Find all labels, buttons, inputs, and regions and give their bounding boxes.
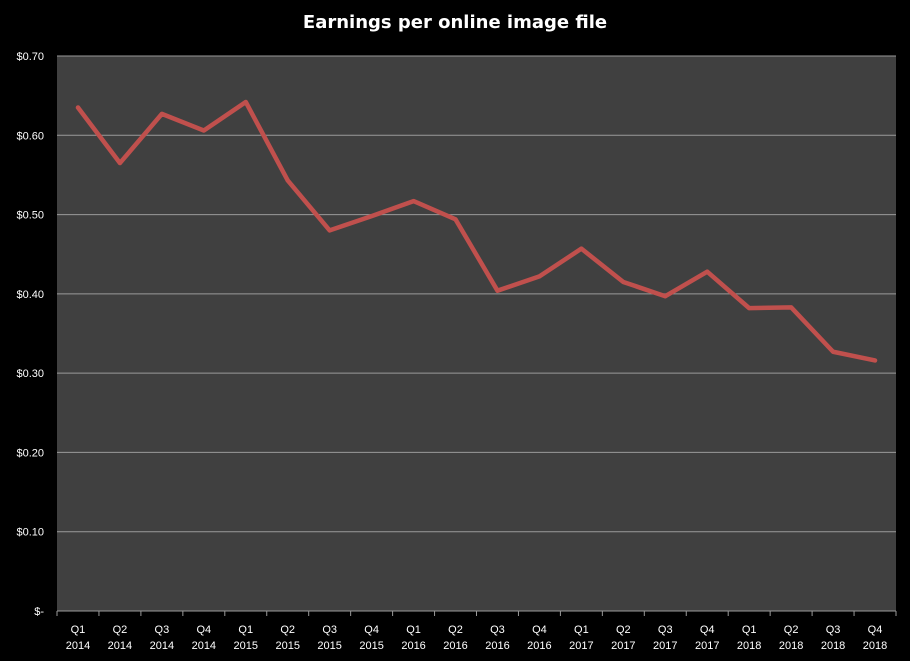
x-tick-year: 2017: [569, 640, 593, 652]
x-tick-label: Q4 2017: [695, 624, 719, 652]
x-tick-label: Q4 2014: [192, 624, 216, 652]
x-tick-quarter: Q2: [448, 624, 463, 636]
x-tick-year: 2014: [66, 640, 90, 652]
data-point: [537, 274, 542, 279]
x-tick-year: 2017: [653, 640, 677, 652]
x-tick-year: 2017: [695, 640, 719, 652]
gridlines: [57, 55, 896, 612]
x-tick-label: Q1 2017: [569, 624, 593, 652]
x-tick-label: Q3 2017: [653, 624, 677, 652]
y-tick-label: $0.40: [16, 289, 44, 301]
data-point: [117, 161, 122, 166]
x-tick-label: Q2 2018: [779, 624, 803, 652]
y-axis-tick-labels: $- $0.10 $0.20 $0.30 $0.40 $0.50 $0.60 $0.70: [16, 51, 44, 618]
x-tick-label: Q4 2018: [863, 624, 887, 652]
y-tick-label: $0.30: [16, 368, 44, 380]
data-point: [453, 217, 458, 222]
data-point: [705, 269, 710, 274]
x-tick-year: 2014: [150, 640, 174, 652]
chart-title: Earnings per online image file: [302, 12, 608, 33]
data-point: [789, 305, 794, 310]
x-tick-quarter: Q2: [616, 624, 631, 636]
x-tick-label: Q2 2015: [275, 624, 299, 652]
x-tick-year: 2018: [737, 640, 761, 652]
x-tick-label: Q1 2015: [234, 624, 258, 652]
data-point: [495, 288, 500, 293]
x-tick-year: 2015: [317, 640, 341, 652]
x-tick-quarter: Q3: [658, 624, 673, 636]
x-tick-label: Q4 2015: [359, 624, 383, 652]
x-tick-year: 2016: [401, 640, 425, 652]
x-tick-label: Q3 2018: [821, 624, 845, 652]
data-point: [621, 279, 626, 284]
x-tick-year: 2018: [821, 640, 845, 652]
x-tick-quarter: Q4: [364, 624, 379, 636]
x-tick-year: 2016: [443, 640, 467, 652]
plot-area: [57, 56, 896, 611]
data-point: [873, 358, 878, 363]
data-point: [327, 228, 332, 233]
x-tick-label: Q2 2017: [611, 624, 635, 652]
y-tick-label: $0.60: [16, 130, 44, 142]
data-point: [663, 294, 668, 299]
x-tick-quarter: Q4: [532, 624, 547, 636]
x-tick-quarter: Q4: [868, 624, 883, 636]
x-tick-year: 2015: [275, 640, 299, 652]
y-tick-label: $0.50: [16, 210, 44, 222]
x-tick-quarter: Q3: [826, 624, 841, 636]
data-point: [285, 178, 290, 183]
data-point: [831, 349, 836, 354]
x-tick-quarter: Q2: [280, 624, 295, 636]
x-tick-year: 2014: [192, 640, 216, 652]
x-tick-label: Q1 2016: [401, 624, 425, 652]
x-tick-quarter: Q4: [700, 624, 715, 636]
x-tick-quarter: Q4: [196, 624, 211, 636]
data-point: [369, 214, 374, 219]
y-tick-label: $-: [34, 606, 44, 618]
x-tick-quarter: Q2: [784, 624, 799, 636]
x-tick-label: Q3 2016: [485, 624, 509, 652]
x-tick-label: Q1 2014: [66, 624, 90, 652]
x-axis-tick-labels: Q1 2014 Q2 2014 Q3 2014 Q4 2014 Q1 2015 Q2 2015 Q3 20…: [56, 611, 897, 652]
data-point: [75, 105, 80, 110]
x-tick-quarter: Q3: [490, 624, 505, 636]
x-tick-year: 2016: [485, 640, 509, 652]
data-point: [579, 246, 584, 251]
series-line: [75, 99, 878, 363]
x-tick-year: 2016: [527, 640, 551, 652]
y-tick-label: $0.10: [16, 527, 44, 539]
x-tick-quarter: Q3: [322, 624, 337, 636]
x-tick-year: 2015: [234, 640, 258, 652]
y-tick-label: $0.20: [16, 447, 44, 459]
data-point: [159, 111, 164, 116]
x-tick-year: 2018: [779, 640, 803, 652]
x-tick-quarter: Q1: [406, 624, 421, 636]
x-tick-year: 2017: [611, 640, 635, 652]
x-tick-label: Q3 2014: [150, 624, 174, 652]
x-tick-quarter: Q2: [113, 624, 128, 636]
x-tick-year: 2018: [863, 640, 887, 652]
x-tick-year: 2015: [359, 640, 383, 652]
data-point: [747, 306, 752, 311]
x-tick-quarter: Q1: [574, 624, 589, 636]
data-point: [201, 128, 206, 133]
x-tick-label: Q1 2018: [737, 624, 761, 652]
y-tick-label: $0.70: [16, 51, 44, 63]
data-point: [243, 99, 248, 104]
series-layer: [75, 99, 878, 363]
x-tick-quarter: Q1: [71, 624, 86, 636]
x-tick-label: Q3 2015: [317, 624, 341, 652]
x-tick-year: 2014: [108, 640, 132, 652]
x-tick-label: Q2 2014: [108, 624, 132, 652]
x-tick-quarter: Q1: [238, 624, 253, 636]
x-tick-label: Q4 2016: [527, 624, 551, 652]
data-point: [411, 199, 416, 204]
x-tick-quarter: Q1: [742, 624, 757, 636]
x-tick-label: Q2 2016: [443, 624, 467, 652]
x-tick-quarter: Q3: [155, 624, 170, 636]
